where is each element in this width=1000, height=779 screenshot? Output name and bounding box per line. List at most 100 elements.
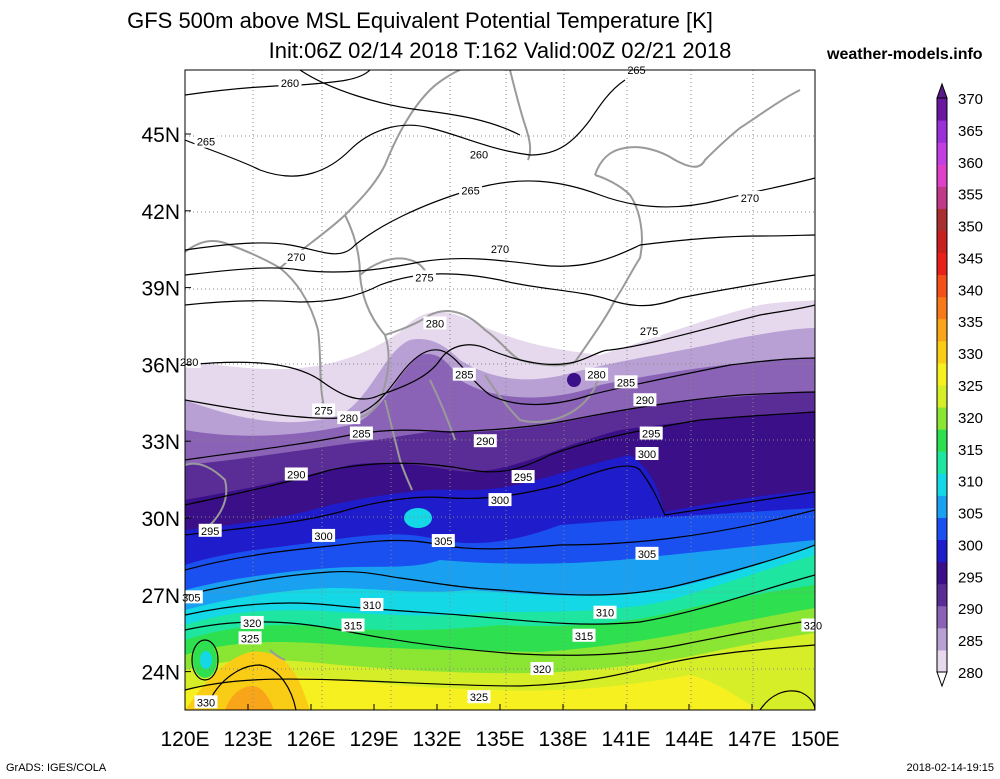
- contour-label: 330: [197, 697, 215, 709]
- contour-label-bg: [467, 690, 491, 704]
- contour-label: 265: [461, 185, 479, 197]
- contour-label: 295: [514, 472, 532, 484]
- colorbar-swatch: [937, 561, 947, 585]
- x-tick-label: 135E: [475, 728, 524, 751]
- colorbar-swatch: [937, 98, 947, 121]
- contour-label: 290: [287, 469, 305, 481]
- contour-label-bg: [284, 467, 308, 481]
- colorbar-max-arrow: [936, 82, 948, 99]
- contour-label-bg: [240, 615, 264, 629]
- contour-label-bg: [639, 426, 663, 440]
- contour-label-bg: [633, 393, 657, 407]
- contour-label: 290: [476, 436, 494, 448]
- colorbar-swatch: [937, 539, 947, 563]
- map-plot: 260 265 260 265 265 270 270 270 275 275 280 280 275 2…: [141, 63, 983, 751]
- contour-label: 280: [587, 370, 605, 382]
- chart-subtitle: Init:06Z 02/14 2018 T:162 Valid:00Z 02/2…: [268, 38, 732, 63]
- low-core-inner: [200, 651, 212, 669]
- contour-label-bg: [198, 523, 222, 537]
- colorbar-min-arrow: [936, 671, 948, 688]
- colorbar-label: 365: [958, 123, 983, 140]
- colorbar-swatch: [937, 120, 947, 143]
- colorbar-swatch: [937, 186, 947, 209]
- contour-label: 270: [741, 193, 759, 205]
- colorbar-label: 355: [958, 187, 983, 204]
- contour-label-bg: [177, 354, 201, 368]
- colorbar-label: 335: [958, 314, 983, 331]
- colorbar-swatch: [937, 318, 947, 342]
- x-tick-label: 129E: [349, 728, 398, 751]
- x-tick-label: 126E: [286, 728, 335, 751]
- contour-label-bg: [637, 324, 661, 338]
- contour-label-bg: [423, 316, 447, 330]
- contour-label-bg: [614, 375, 638, 389]
- contour-label-bg: [635, 447, 659, 460]
- contour-label-bg: [312, 528, 336, 542]
- colorbar-label: 310: [958, 474, 983, 491]
- y-tick-label: 33N: [141, 431, 180, 454]
- colorbar-swatch: [937, 407, 947, 430]
- x-tick-label: 147E: [727, 728, 776, 751]
- contour-label-bg: [284, 249, 308, 263]
- contour-label: 275: [415, 272, 433, 284]
- contour-label-bg: [801, 618, 825, 632]
- colorbar-swatch: [937, 340, 947, 364]
- field-layer: [185, 70, 815, 710]
- contour-label: 310: [363, 600, 381, 612]
- grid-lines: [185, 70, 815, 710]
- colorbar-label: 285: [958, 633, 983, 650]
- contour-label: 315: [575, 631, 593, 643]
- contour-label-bg: [360, 598, 384, 612]
- contour-label-bg: [585, 367, 609, 381]
- x-tick-label: 120E: [160, 728, 209, 751]
- contour-label: 305: [182, 592, 200, 604]
- colorbar-swatch: [937, 583, 947, 607]
- contour-label: 300: [314, 531, 332, 543]
- colorbar-swatch: [937, 296, 947, 320]
- colorbar-swatch: [937, 208, 947, 231]
- contour-label-bg: [412, 270, 436, 284]
- contour-label: 265: [627, 65, 645, 77]
- contour-label: 305: [638, 549, 656, 561]
- y-axis-ticks: 24N 27N 30N 33N 36N 39N 42N 45N: [141, 124, 191, 685]
- contour-label: 280: [340, 413, 358, 425]
- colorbar-label: 350: [958, 219, 983, 236]
- contour-label-bg: [467, 147, 491, 161]
- contour-label: 265: [197, 137, 215, 149]
- contour-label: 275: [640, 326, 658, 338]
- contour-label: 285: [455, 370, 473, 382]
- contour-label-bg: [337, 411, 361, 425]
- contour-label: 270: [287, 252, 305, 264]
- y-tick-label: 39N: [141, 278, 180, 301]
- colorbar-label: 325: [958, 378, 983, 395]
- x-tick-label: 141E: [601, 728, 650, 751]
- contour-label: 305: [434, 536, 452, 548]
- footer-software: GrADS: IGES/COLA: [6, 762, 107, 774]
- colorbar-swatch: [937, 252, 947, 276]
- colorbar-swatch: [937, 164, 947, 187]
- colorbar-swatch: [937, 473, 947, 496]
- colorbar-label: 300: [958, 537, 983, 554]
- y-tick-label: 42N: [141, 201, 180, 224]
- colorbar-label: 360: [958, 155, 983, 172]
- colorbar-swatch: [937, 362, 947, 386]
- contour-label-bg: [635, 546, 659, 560]
- contour-label-bg: [738, 191, 762, 204]
- contour-label-bg: [312, 403, 336, 417]
- colorbar-label: 315: [958, 442, 983, 459]
- contour-labels: 260 265 260 265 265 270 270 270 275 275 280 280 275 2…: [177, 63, 825, 709]
- contour-label-bg: [488, 242, 512, 256]
- x-tick-label: 123E: [223, 728, 272, 751]
- colorbar: 280 285 290 295 300 305 310 315 320 325 330 335 340 3…: [936, 82, 983, 688]
- colorbar-label: 340: [958, 282, 983, 299]
- colorbar-swatch: [937, 230, 947, 254]
- colorbar-label: 320: [958, 410, 983, 427]
- colorbar-swatch: [937, 605, 947, 629]
- contour-label: 285: [352, 429, 370, 441]
- contour-label-bg: [452, 367, 476, 381]
- y-tick-label: 30N: [141, 508, 180, 531]
- contour-label-bg: [511, 470, 535, 484]
- contour-label: 285: [617, 377, 635, 389]
- contour-label: 275: [314, 405, 332, 417]
- colorbar-label: 345: [958, 250, 983, 267]
